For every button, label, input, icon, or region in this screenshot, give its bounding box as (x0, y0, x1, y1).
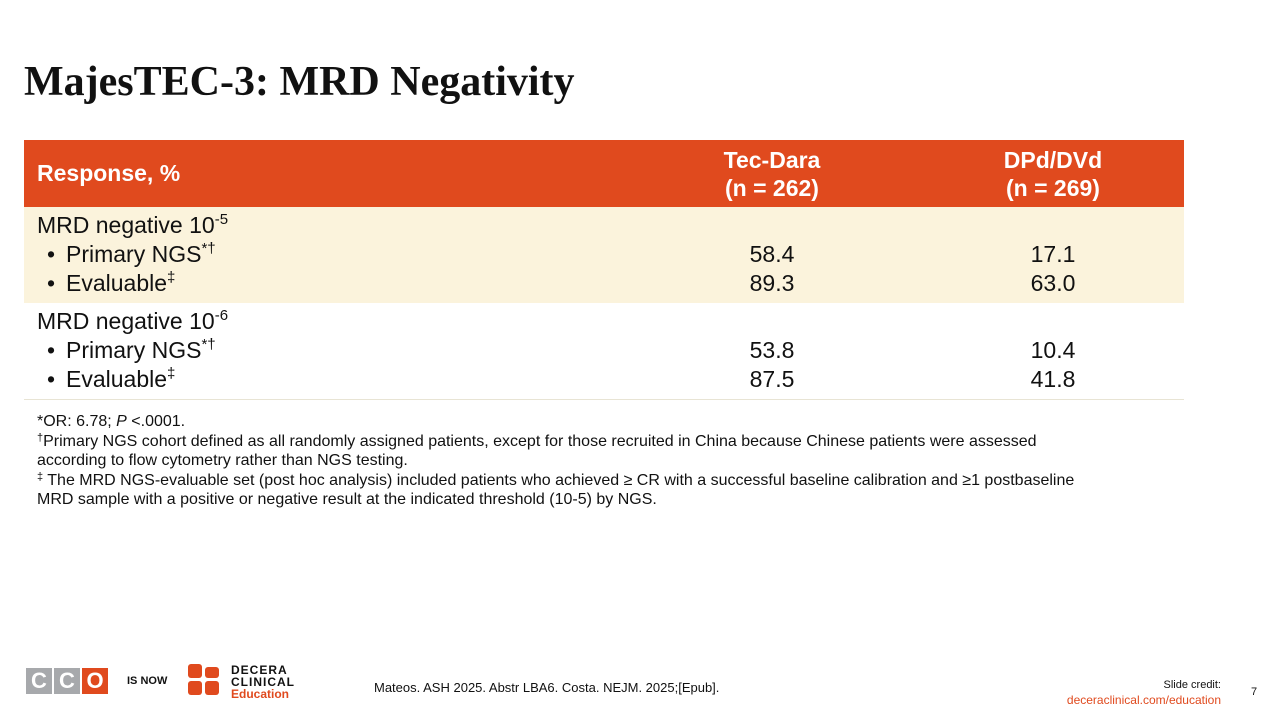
logo-text: CLINICAL (231, 675, 295, 689)
logo-mark (188, 664, 219, 695)
header-text: (n = 269) (1006, 175, 1100, 201)
cell-value: 89.3 (749, 270, 795, 296)
logo-box: O (82, 668, 108, 694)
footnote-text: Primary NGS cohort defined as all random… (37, 432, 1037, 470)
row-label-text: Primary NGS (66, 241, 202, 267)
header-cell: Tec-Dara (n = 262) (672, 146, 872, 202)
header-cell: Response, % (37, 160, 181, 186)
footnote-mark: † (37, 431, 44, 444)
footnote: †Primary NGS cohort defined as all rando… (37, 432, 1097, 471)
cell-value: 10.4 (1030, 337, 1076, 363)
group-label-text: MRD negative 10 (37, 308, 215, 334)
credit-label: Slide credit: (1163, 679, 1221, 691)
footnote: *OR: 6.78; P <.0001. (37, 412, 1097, 432)
cell-value: 41.8 (1030, 366, 1076, 392)
table-rule (24, 399, 1184, 400)
group-label-text: MRD negative 10 (37, 212, 215, 238)
cell-value: 53.8 (749, 337, 795, 363)
group-label: MRD negative 10-6 (37, 307, 228, 336)
logo-box: C (54, 668, 80, 694)
row-label-text: Evaluable (66, 270, 168, 296)
row-label: • Primary NGS*† (47, 336, 216, 365)
logo-text: Education (231, 687, 290, 701)
group-label-exponent: -6 (214, 307, 229, 324)
credit-link[interactable]: deceraclinical.com/education (1066, 693, 1221, 707)
row-label-mark: *† (201, 336, 216, 353)
citation: Mateos. ASH 2025. Abstr LBA6. Costa. NEJ… (374, 680, 720, 695)
footnote-text: P (116, 413, 127, 430)
logo-box: C (26, 668, 52, 694)
bullet: • (47, 270, 56, 296)
footnote: ‡ The MRD NGS-evaluable set (post hoc an… (37, 471, 1097, 510)
row-label: • Evaluable‡ (47, 269, 175, 298)
row-label-text: Primary NGS (66, 337, 202, 363)
row-label-mark: ‡ (167, 269, 176, 286)
bullet: • (47, 337, 56, 363)
table-row-group: MRD negative 10-5 • Primary NGS*† 58.4 17.1 •… (24, 207, 1184, 303)
header-text: Tec-Dara (723, 147, 821, 173)
header-text: (n = 262) (725, 175, 819, 201)
footnotes: *OR: 6.78; P <.0001. †Primary NGS cohort… (37, 412, 1097, 510)
footnote-mark: ‡ (37, 470, 44, 483)
header-text: DPd/DVd (1003, 147, 1103, 173)
group-label-exponent: -5 (214, 211, 229, 228)
footnote-text: <.0001. (126, 413, 186, 430)
footnote-text: *OR: 6.78; (37, 413, 117, 430)
row-label: • Evaluable‡ (47, 365, 175, 394)
table-row-group: MRD negative 10-6 • Primary NGS*† 53.8 10.4 •… (24, 303, 1184, 399)
bullet: • (47, 241, 56, 267)
group-label: MRD negative 10-5 (37, 211, 228, 240)
cell-value: 17.1 (1030, 241, 1076, 267)
row-label: • Primary NGS*† (47, 240, 216, 269)
title: MajesTEC-3: MRD Negativity (24, 59, 575, 105)
logo-text: DECERA (231, 663, 288, 677)
row-label-mark: *† (201, 240, 216, 257)
table-header: Response, % Tec-Dara (n = 262) DPd/DVd (n … (24, 140, 1184, 207)
page-number: 7 (1251, 686, 1258, 698)
cell-value: 87.5 (749, 366, 795, 392)
logo-text: IS NOW (127, 675, 168, 687)
logo-brand: DECERA CLINICAL Education (231, 664, 295, 700)
bullet: • (47, 366, 56, 392)
cell-value: 63.0 (1030, 270, 1076, 296)
footnote-text: The MRD NGS-evaluable set (post hoc anal… (37, 471, 1075, 509)
header-cell: DPd/DVd (n = 269) (953, 146, 1153, 202)
row-label-mark: ‡ (167, 365, 176, 382)
row-label-text: Evaluable (66, 366, 168, 392)
cell-value: 58.4 (749, 241, 795, 267)
